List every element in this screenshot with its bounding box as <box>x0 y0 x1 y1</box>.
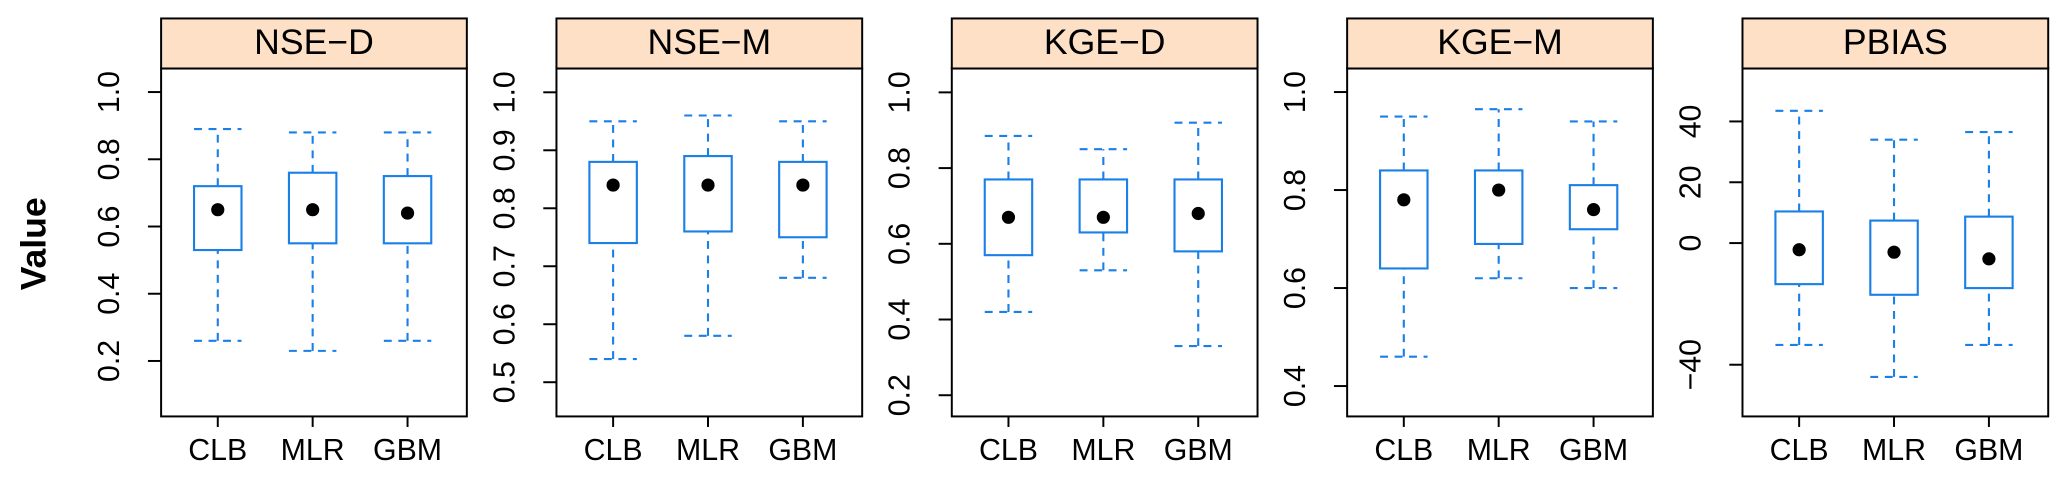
y-tick-label: 0.4 <box>884 298 917 340</box>
y-tick-label: 1.0 <box>488 71 521 113</box>
y-tick-label: 20 <box>1674 165 1707 199</box>
x-tick-label: MLR <box>676 434 740 467</box>
box <box>382 175 433 245</box>
median-dot <box>606 178 620 192</box>
y-tick-label: 0.8 <box>884 147 917 189</box>
median-dot <box>1586 203 1601 217</box>
y-tick-label: 0.8 <box>488 187 521 229</box>
y-tick-label: 1.0 <box>93 71 126 113</box>
strip <box>950 17 1259 70</box>
median-dot <box>400 206 415 220</box>
box <box>683 155 733 233</box>
box <box>287 171 338 245</box>
box <box>1173 178 1224 253</box>
panel-title: NSE−M <box>648 22 772 62</box>
x-tick-label: MLR <box>281 434 345 467</box>
x-tick-label: GBM <box>1954 434 2023 467</box>
median-dot <box>1492 183 1506 197</box>
x-tick-label: GBM <box>373 434 442 467</box>
box <box>1568 184 1619 231</box>
y-tick-label: 0.8 <box>1279 169 1312 211</box>
y-tick-label: 40 <box>1674 105 1707 139</box>
panel-title: KGE−M <box>1437 22 1563 62</box>
median-dot <box>1096 210 1110 224</box>
box <box>1379 169 1429 270</box>
strip <box>555 17 864 70</box>
y-tick-label: 0.7 <box>488 245 521 287</box>
box <box>1473 169 1524 246</box>
median-dot <box>1887 245 1901 259</box>
strip <box>160 17 468 70</box>
y-tick-label: −40 <box>1674 339 1707 390</box>
x-tick-label: GBM <box>1559 434 1628 467</box>
box <box>1078 178 1129 234</box>
plot-frame <box>555 67 864 418</box>
plot-frame <box>1741 67 2050 418</box>
y-tick-label: 0.4 <box>1279 365 1312 407</box>
x-tick-label: CLB <box>1374 434 1433 467</box>
panel-title: NSE−D <box>254 22 374 62</box>
y-tick-label: 0.5 <box>488 361 521 403</box>
x-tick-label: MLR <box>1467 434 1531 467</box>
plot-frame <box>1346 67 1654 418</box>
strip <box>1346 17 1654 70</box>
median-dot <box>1191 206 1205 221</box>
x-tick-label: CLB <box>188 434 247 467</box>
median-dot <box>1982 252 1996 266</box>
x-tick-label: CLB <box>979 434 1038 467</box>
x-tick-label: MLR <box>1862 434 1926 467</box>
panel-title: KGE−D <box>1044 22 1166 62</box>
median-dot <box>1397 193 1411 207</box>
x-tick-label: CLB <box>584 434 643 467</box>
x-tick-label: GBM <box>1164 434 1233 467</box>
median-dot <box>796 178 810 192</box>
box <box>1774 210 1824 286</box>
x-tick-label: MLR <box>1071 434 1135 467</box>
y-tick-label: 0.9 <box>488 129 521 171</box>
y-tick-label: 0.2 <box>884 374 917 416</box>
y-axis-label: Value <box>13 197 53 290</box>
median-dot <box>211 203 225 217</box>
y-tick-label: 0.2 <box>93 340 126 382</box>
y-tick-label: 0.6 <box>93 205 126 247</box>
median-dot <box>701 178 715 192</box>
box <box>1964 215 2014 290</box>
x-tick-label: GBM <box>768 434 837 467</box>
median-dot <box>1001 210 1016 224</box>
median-dot <box>306 203 320 217</box>
x-tick-label: CLB <box>1770 434 1829 467</box>
y-tick-label: 0 <box>1674 235 1707 252</box>
y-tick-label: 1.0 <box>1279 71 1312 113</box>
y-tick-label: 0.6 <box>488 303 521 345</box>
box <box>778 160 828 239</box>
plot-frame <box>950 67 1259 418</box>
y-tick-label: 1.0 <box>884 71 917 113</box>
y-tick-label: 0.6 <box>1279 267 1312 309</box>
y-tick-label: 0.4 <box>93 273 126 315</box>
plot-frame <box>160 67 468 418</box>
panel-title: PBIAS <box>1843 22 1948 62</box>
median-dot <box>1792 243 1806 257</box>
box <box>983 178 1034 257</box>
y-tick-label: 0.6 <box>884 223 917 265</box>
y-tick-label: 0.8 <box>93 138 126 180</box>
box <box>588 160 638 245</box>
box <box>193 185 243 252</box>
box <box>1869 219 1919 296</box>
